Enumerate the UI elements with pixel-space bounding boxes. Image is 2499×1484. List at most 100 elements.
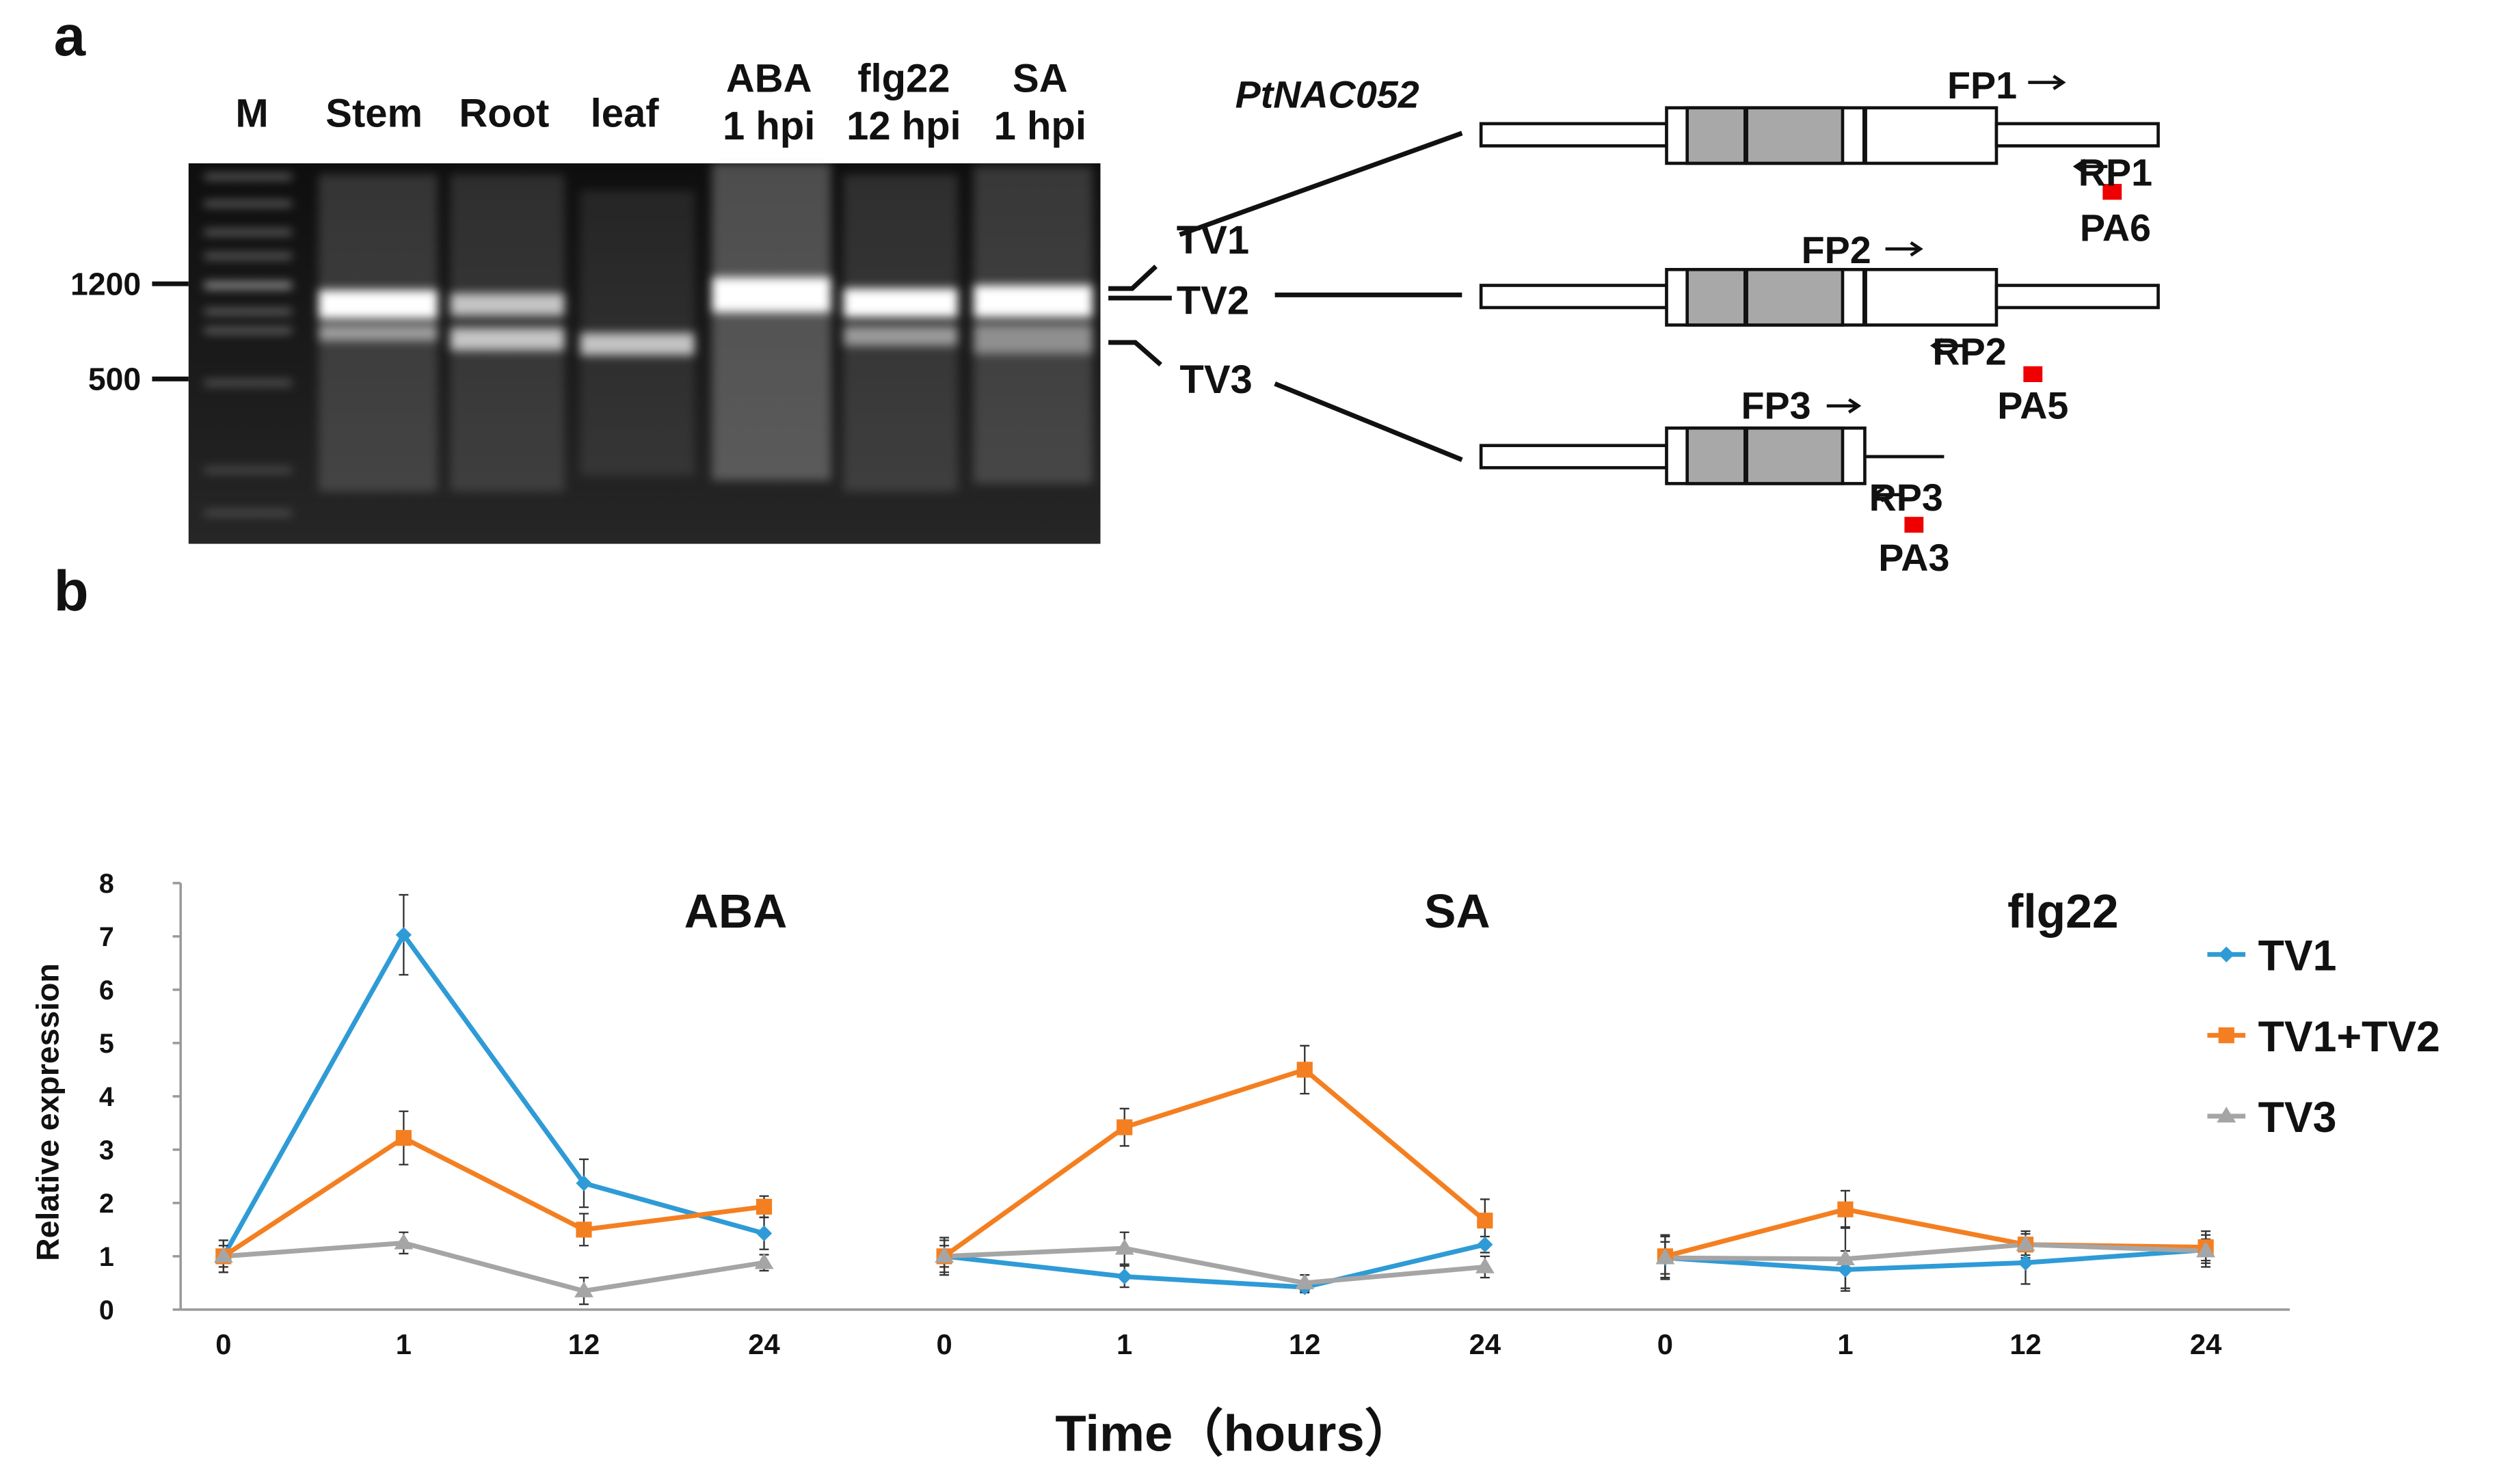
data-point — [1475, 1257, 1495, 1273]
series-line — [223, 1240, 765, 1294]
lane-label: 1 hpi — [994, 105, 1086, 148]
primer-label: RP1 — [2079, 151, 2152, 193]
data-point — [1114, 1239, 1134, 1255]
polya-label: PA5 — [1997, 384, 2068, 427]
legend-label: TV1+TV2 — [2258, 1013, 2440, 1061]
data-point — [1477, 1237, 1493, 1253]
legend-label: TV3 — [2258, 1094, 2337, 1142]
x-tick-label: 1 — [1837, 1328, 1853, 1360]
lane-label: 12 hpi — [846, 105, 961, 148]
group-title: SA — [1424, 885, 1491, 938]
data-point — [756, 1225, 773, 1241]
data-point — [1296, 1062, 1313, 1078]
lane-label: SA — [1013, 57, 1068, 101]
data-point — [1295, 1273, 1315, 1290]
series-line — [943, 1067, 1487, 1258]
lane-label: M — [235, 92, 268, 136]
data-point — [576, 1222, 592, 1238]
primer-arrow — [2053, 75, 2066, 90]
transcript-label: TV3 — [1179, 358, 1252, 402]
gel-image — [152, 163, 1101, 544]
y-tick-label: 6 — [99, 975, 114, 1006]
data-point — [2196, 1241, 2216, 1258]
x-tick-label: 0 — [1657, 1328, 1673, 1360]
lane-label: flg22 — [857, 57, 950, 101]
marker-label: 1200 — [70, 266, 141, 301]
data-point — [754, 1253, 774, 1269]
x-tick-label: 0 — [936, 1328, 952, 1360]
lane-label: 1 hpi — [723, 105, 815, 148]
data-point — [2016, 1235, 2035, 1251]
y-axis-label: Relative expression — [30, 963, 66, 1261]
y-tick-label: 3 — [99, 1135, 114, 1165]
primer-label: RP2 — [1932, 330, 2006, 373]
x-tick-label: 1 — [1117, 1328, 1132, 1360]
transcript-diagram — [1108, 106, 2160, 533]
series-line — [221, 930, 765, 1258]
transcript-label: TV2 — [1177, 279, 1249, 323]
panel-label: a — [54, 3, 86, 68]
data-point — [2017, 1254, 2034, 1271]
series-line — [944, 1245, 1486, 1286]
primer-arrow — [1871, 487, 1885, 502]
y-tick-label: 4 — [99, 1082, 114, 1112]
x-axis-label: Time（hours） — [1055, 1405, 1415, 1461]
legend-marker — [2218, 946, 2234, 962]
data-point — [1117, 1268, 1133, 1285]
y-tick-label: 5 — [99, 1029, 114, 1059]
primer-label: FP3 — [1741, 384, 1811, 427]
legend-label: TV1 — [2258, 932, 2337, 980]
x-tick-label: 24 — [2190, 1328, 2221, 1360]
data-point — [1655, 1248, 1675, 1265]
lane-label: Root — [459, 92, 549, 136]
primer-label: FP1 — [1947, 64, 2017, 107]
data-point — [1477, 1213, 1493, 1229]
primer-arrow — [1847, 398, 1862, 414]
data-point — [395, 1130, 412, 1146]
x-tick-label: 12 — [2009, 1328, 2041, 1360]
x-tick-label: 1 — [396, 1328, 412, 1360]
legend-marker — [2218, 1027, 2234, 1044]
y-tick-label: 2 — [99, 1189, 114, 1219]
primer-label: FP2 — [1802, 229, 1871, 271]
data-point — [394, 1233, 414, 1250]
transcript-label: TV1 — [1177, 219, 1249, 262]
data-point — [1117, 1119, 1133, 1135]
y-tick-label: 1 — [99, 1242, 114, 1272]
x-tick-label: 12 — [1289, 1328, 1320, 1360]
primer-arrow — [2072, 159, 2087, 174]
lane-label: ABA — [726, 57, 812, 101]
series-line — [944, 1242, 1486, 1290]
data-point — [756, 1198, 773, 1215]
series-line — [1665, 1242, 2206, 1262]
primer-arrow — [1910, 241, 1923, 257]
data-point — [1837, 1201, 1854, 1217]
gene-name: PtNAC052 — [1235, 74, 1419, 116]
data-point — [213, 1246, 233, 1263]
panel-label: b — [54, 558, 89, 623]
y-tick-label: 7 — [99, 922, 114, 952]
y-tick-label: 8 — [99, 869, 114, 899]
x-tick-label: 12 — [568, 1328, 600, 1360]
y-tick-label: 0 — [99, 1295, 114, 1325]
series-line — [1665, 1247, 2206, 1272]
data-point — [1836, 1249, 1855, 1266]
lane-label: leaf — [591, 92, 660, 136]
data-point — [935, 1246, 954, 1263]
marker-label: 500 — [88, 362, 141, 397]
primer-arrow — [1929, 338, 1944, 353]
legend-marker — [2217, 1106, 2236, 1123]
x-tick-label: 24 — [748, 1328, 779, 1360]
x-tick-label: 0 — [215, 1328, 231, 1360]
group-title: ABA — [684, 885, 788, 938]
data-point — [574, 1281, 593, 1297]
group-title: flg22 — [2007, 885, 2118, 938]
polya-label: PA6 — [2080, 207, 2151, 249]
series-line — [222, 1135, 764, 1258]
lane-label: Stem — [325, 92, 423, 136]
x-tick-label: 24 — [1469, 1328, 1501, 1360]
data-point — [395, 926, 412, 943]
polya-label: PA3 — [1878, 537, 1949, 579]
